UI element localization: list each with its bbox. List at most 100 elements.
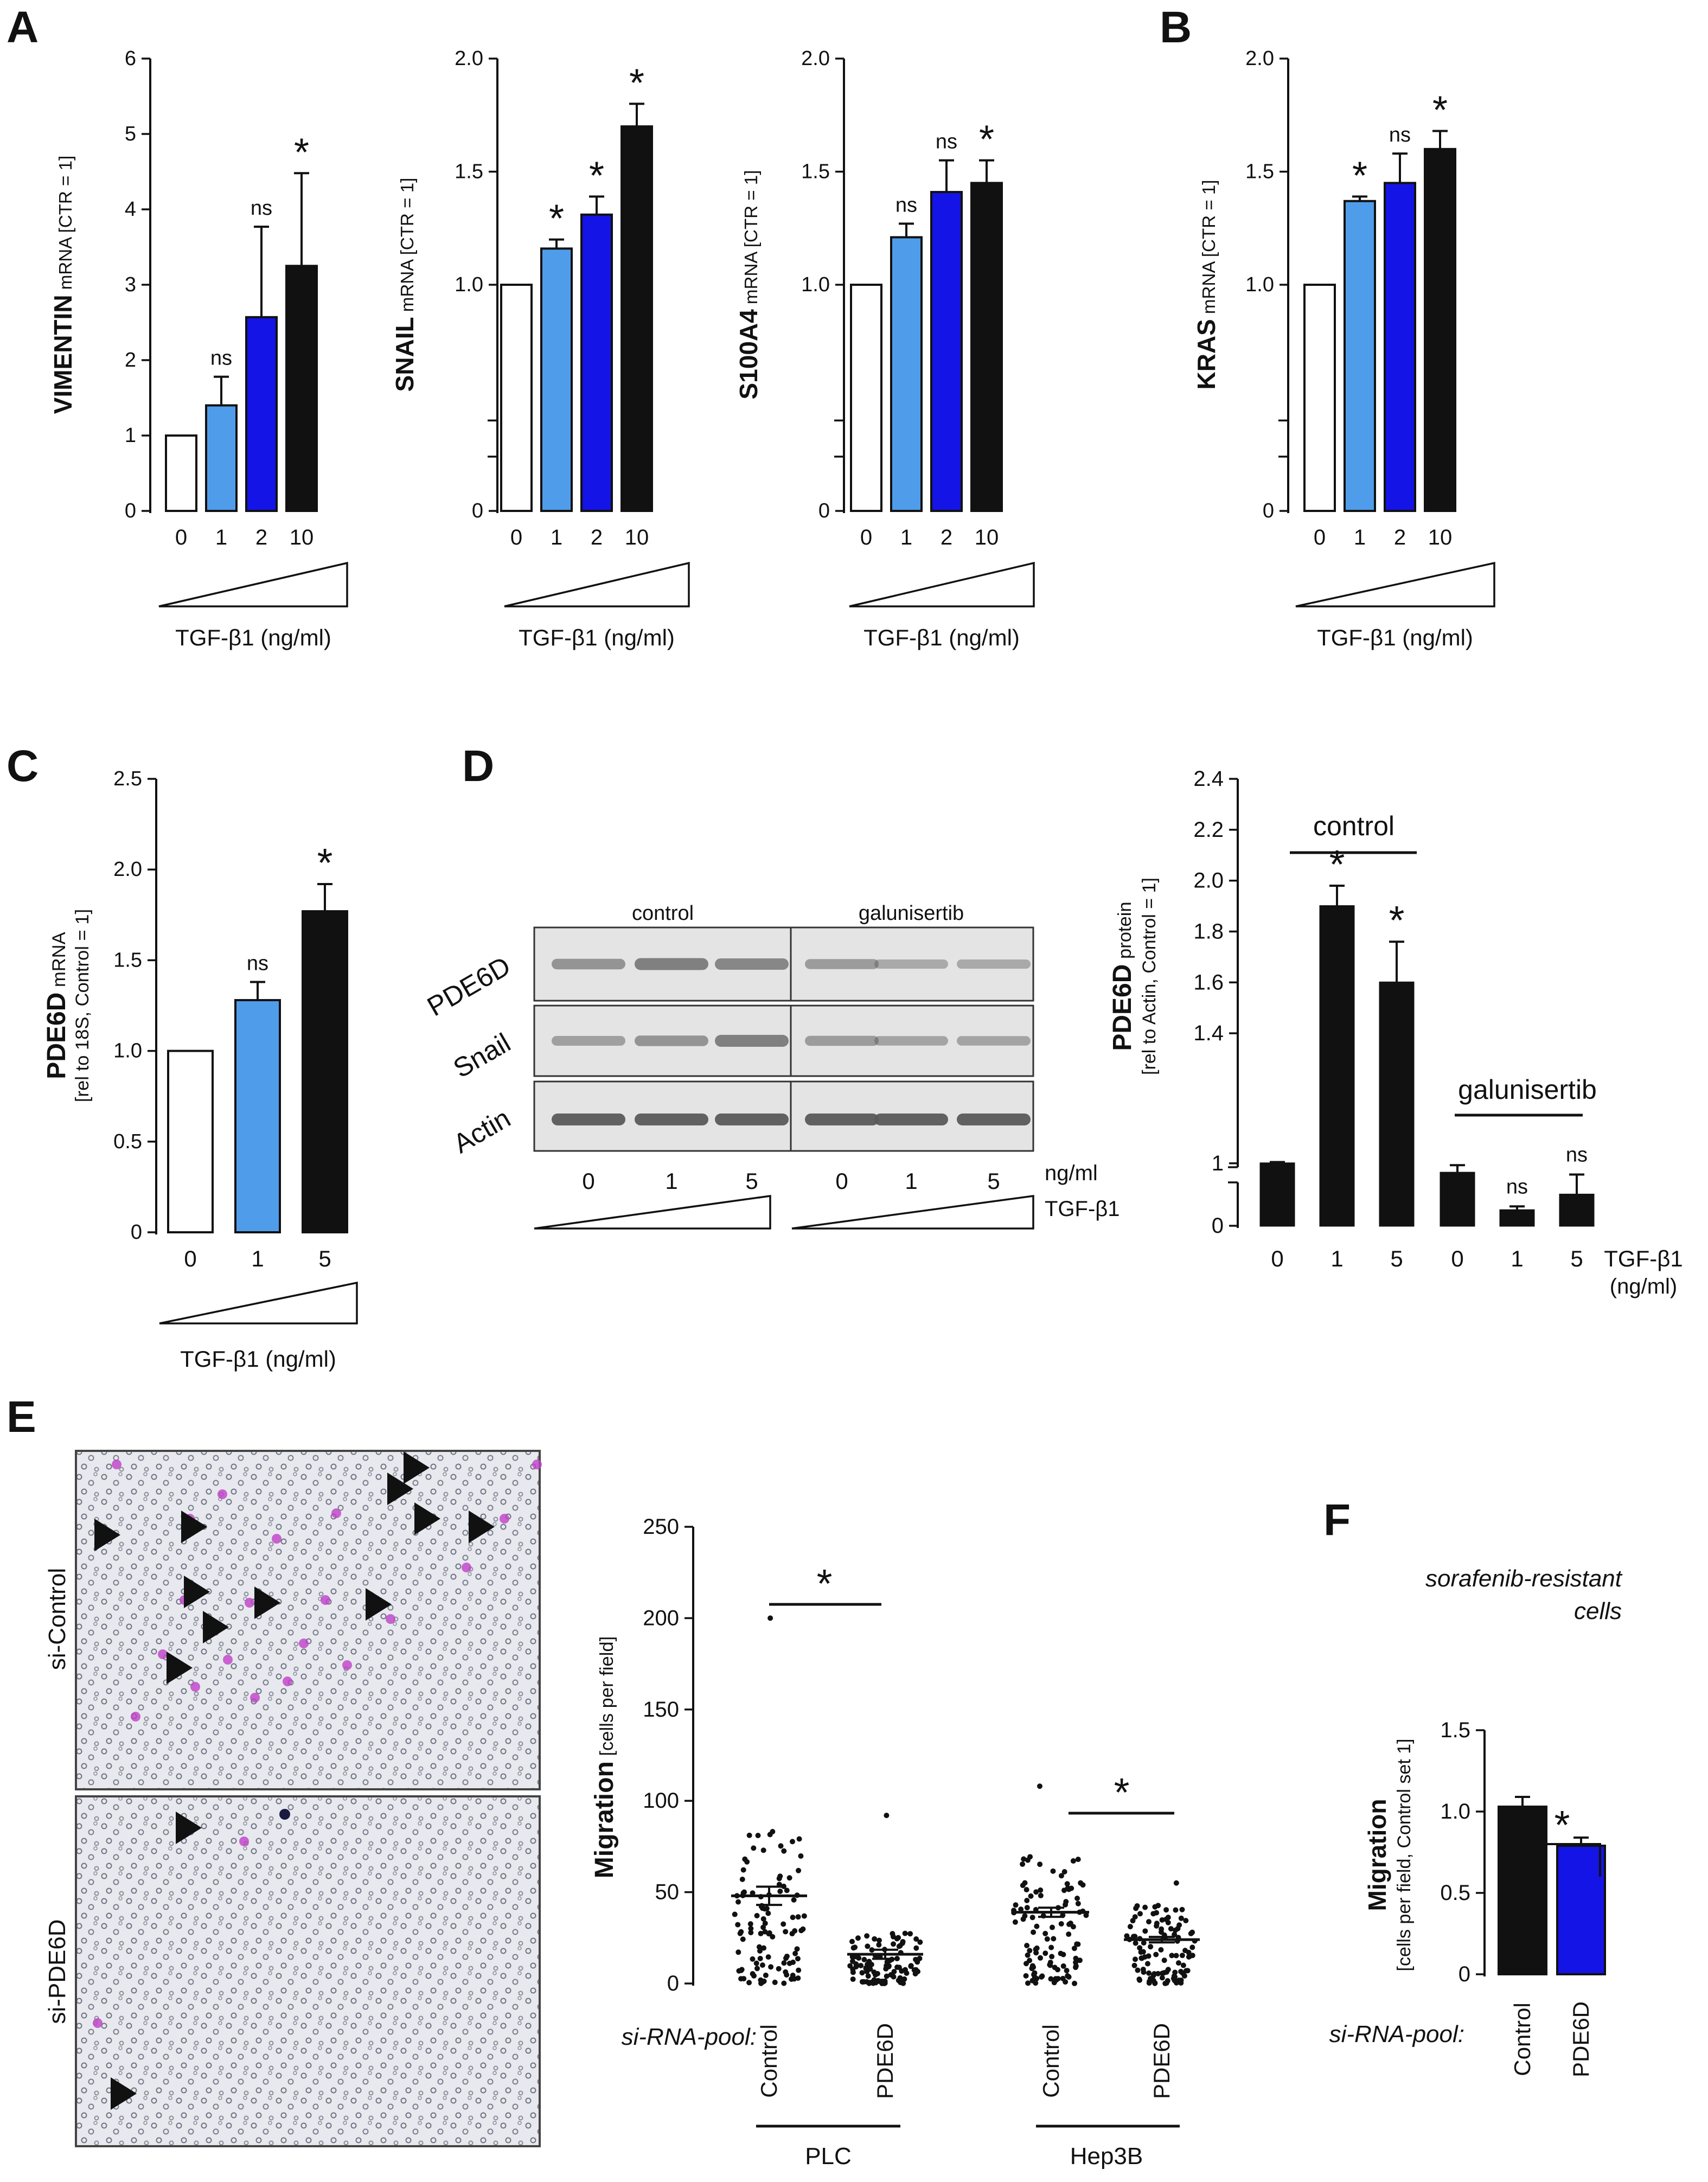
y-tick-label: 50 [655,1880,680,1904]
chart-title-line1: sorafenib-resistant [1425,1565,1623,1592]
data-point [1075,1857,1081,1863]
data-point [1183,1918,1189,1924]
data-point [790,1915,796,1921]
bar [930,191,963,512]
data-point [902,1930,908,1936]
x-tick-label: 2 [255,526,267,549]
data-point [1071,1946,1077,1951]
data-point [1025,1980,1031,1986]
blot-band [715,1035,789,1047]
data-point [747,1921,753,1927]
data-point [1083,1912,1089,1918]
x-tick-label: 0 [1314,526,1326,549]
y-tick-label: 2.0 [1193,869,1224,893]
y-tick-label: 6 [125,47,136,70]
data-point [1023,1973,1029,1979]
data-point [762,1929,768,1935]
arrowhead-marker [404,1451,430,1484]
significance-star: * [1352,154,1367,197]
data-point [754,1912,760,1918]
y-tick-label: 2.0 [801,47,830,70]
data-point [1134,1903,1140,1909]
y-tick-label: 4 [125,198,136,221]
x-axis-label: TGF-β1 (ng/ml) [519,625,675,650]
blot-lane-label: 0 [582,1168,594,1194]
data-point [767,1615,773,1621]
panel-label-d: D [462,741,494,791]
y-axis-sublabel: [rel to 18S, Control = 1] [72,909,93,1102]
data-point [1013,1902,1019,1908]
data-point [896,1965,902,1970]
migrated-cell [245,1598,254,1608]
bar [970,182,1003,513]
dark-debris [279,1809,290,1820]
y-axis-label: Migration [cells per field] [590,1636,619,1878]
data-point [896,1943,902,1949]
data-point [1144,1961,1150,1967]
data-point [746,1980,752,1986]
data-point [783,1955,789,1961]
data-point [746,1832,752,1838]
data-point [1186,1954,1192,1960]
data-point [781,1960,787,1966]
data-point [865,1973,871,1979]
data-point [735,1922,741,1928]
blot-dose-wedge-control [534,1194,771,1230]
data-point [1048,1944,1054,1950]
data-point [1075,1901,1081,1906]
y-axis-label: KRAS mRNA [CTR = 1] [1192,180,1220,390]
y-axis-label-unit: [cells per field] [597,1636,617,1761]
panel-label-e: E [7,1392,36,1442]
migrated-cell [331,1508,341,1518]
y-axis-label-gene: SNAIL [391,317,419,392]
y-tick-label: 1.5 [801,161,830,183]
data-point [897,1975,903,1981]
blot-band [957,959,1031,969]
migrated-cell [500,1514,509,1524]
migrated-cell [190,1682,200,1692]
blot-band [805,1114,879,1125]
migrated-cell [131,1712,140,1722]
bar [500,284,533,512]
migrated-cell [93,2018,103,2028]
data-point [1173,1953,1179,1959]
data-point [1073,1955,1079,1961]
blot-dose-wedge-galunisertib [791,1194,1034,1230]
y-tick-label: 1.6 [1193,970,1224,994]
x-axis-unit: (ng/ml) [1610,1275,1677,1298]
data-point [1042,1950,1048,1956]
micrograph-label-si-pde6d: si-PDE6D [44,1919,71,2024]
data-point [1018,1906,1024,1912]
y-tick-label: 3 [125,273,136,296]
group-label-hep3b: Hep3B [1070,2143,1143,2170]
migrated-cell [223,1655,233,1665]
group-label-galunisertib: galunisertib [1458,1074,1597,1105]
data-point [901,1976,907,1982]
data-point [1028,1893,1034,1899]
data-point [1073,1965,1079,1970]
data-point [849,1938,855,1944]
bar [1303,284,1336,512]
data-point [1072,1980,1078,1986]
data-point [764,1905,770,1911]
bar [205,404,238,513]
data-point [732,1911,738,1917]
x-axis-label: TGF-β1 (ng/ml) [863,625,1020,650]
data-point [735,1899,741,1905]
data-point [852,1944,858,1950]
micrograph-si-control [75,1450,541,1790]
blot-unit-label: ng/ml [1045,1161,1098,1185]
bar [1498,1806,1547,1975]
data-point [1025,1857,1031,1863]
data-point [755,1833,761,1839]
blot-row-label: Actin [448,1103,515,1159]
data-point [1137,1977,1143,1983]
significance-ns: ns [247,952,268,975]
significance-star: * [629,61,644,105]
data-point [1027,1957,1033,1963]
y-tick-label: 1.5 [455,161,483,183]
data-point [796,1867,802,1873]
data-point [1020,1883,1026,1889]
significance-star: * [549,197,564,241]
data-point [871,1978,877,1984]
